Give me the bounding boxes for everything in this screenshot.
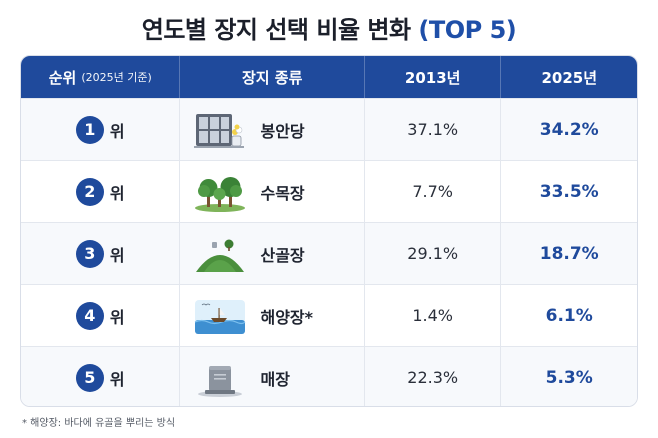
value-2013: 22.3%	[365, 347, 502, 406]
header-rank: 순위 (2025년 기준)	[21, 56, 181, 98]
type-cell: 매장	[180, 347, 365, 406]
type-label: 봉안당	[260, 121, 305, 141]
table-row: 1 위 봉안당 37.1% 34.2%	[21, 98, 637, 160]
type-cell: 해양장*	[180, 285, 365, 346]
type-cell: 봉안당	[180, 99, 365, 160]
value-2013: 1.4%	[365, 285, 502, 346]
table-header: 순위 (2025년 기준) 장지 종류 2013년 2025년	[21, 56, 637, 98]
value-2025: 33.5%	[539, 181, 599, 202]
value-2025: 18.7%	[539, 243, 599, 264]
rank-badge: 3	[75, 239, 104, 268]
value-2013: 7.7%	[365, 161, 502, 222]
tree-burial-icon	[195, 176, 246, 212]
footnote: * 해양장: 바다에 유골을 뿌리는 방식	[22, 418, 176, 429]
type-cell: 산골장	[180, 223, 365, 284]
type-label: 매장	[260, 369, 290, 389]
table-row: 2 위 수목장 7.7% 33.5%	[21, 160, 637, 222]
type-label: 산골장	[260, 245, 305, 265]
type-cell: 수목장	[180, 161, 365, 222]
header-year-2013: 2013년	[365, 56, 502, 98]
rank-cell: 1 위	[21, 99, 181, 160]
table-row: 3 위 산골장 29.1% 18.7%	[21, 222, 637, 284]
table-row: 4 위 해양장* 1.4% 6.1%	[21, 284, 637, 346]
rank-cell: 2 위	[21, 161, 181, 222]
table-row: 5 위 매장 22.3% 5.3%	[21, 346, 637, 406]
type-label: 수목장	[260, 183, 305, 203]
ranking-table: 순위 (2025년 기준) 장지 종류 2013년 2025년 1 위	[20, 55, 638, 407]
sea-burial-icon	[195, 299, 246, 334]
type-label: 해양장*	[260, 307, 313, 327]
title-accent: (TOP 5)	[418, 16, 517, 44]
title-main: 연도별 장지 선택 비율 변화	[141, 16, 411, 44]
value-2025: 5.3%	[545, 367, 593, 388]
value-2025: 6.1%	[545, 305, 593, 326]
header-rank-note: (2025년 기준)	[81, 71, 152, 84]
rank-cell: 3 위	[21, 223, 181, 284]
page-title: 연도별 장지 선택 비율 변화 (TOP 5)	[0, 10, 658, 45]
rank-badge: 2	[75, 177, 104, 206]
header-type: 장지 종류	[180, 56, 365, 98]
rank-cell: 4 위	[21, 285, 181, 346]
value-2013: 37.1%	[365, 99, 502, 160]
rank-badge: 5	[75, 363, 104, 392]
value-2013: 29.1%	[365, 223, 502, 284]
value-2025: 34.2%	[539, 119, 599, 140]
rank-badge: 1	[75, 115, 104, 144]
tombstone-icon	[198, 365, 243, 397]
header-year-2025: 2025년	[541, 68, 598, 87]
rank-cell: 5 위	[21, 347, 181, 406]
columbarium-icon	[194, 113, 245, 148]
scattering-hill-icon	[196, 239, 245, 272]
rank-badge: 4	[75, 301, 104, 330]
